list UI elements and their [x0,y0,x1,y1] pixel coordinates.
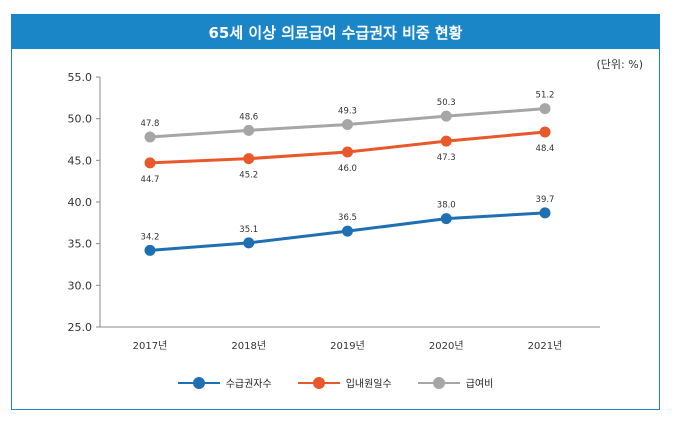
legend-swatch-series-1 [297,376,340,389]
unit-label: (단위: %) [596,58,643,71]
legend: 수급권자수 입내원일수 급여비 [12,375,659,390]
data-point-0-2 [342,225,353,237]
data-point-1-3 [440,135,452,147]
data-label-0-3: 38.0 [437,201,456,211]
data-point-2-3 [440,110,452,122]
legend-item-series-2: 급여비 [417,375,494,390]
legend-swatch-series-0 [177,376,220,389]
data-point-2-0 [144,131,156,143]
data-label-0-1: 35.1 [239,225,258,235]
data-label-2-0: 47.8 [141,119,160,129]
data-label-0-2: 36.5 [338,213,357,223]
y-tick-label-4: 45.0 [68,154,93,167]
data-point-2-4 [539,103,551,115]
y-tick-label-6: 55.0 [68,71,93,84]
chart-title: 65세 이상 의료급여 수급권자 비중 현황 [12,15,659,49]
data-label-2-3: 50.3 [437,98,456,108]
legend-item-series-0: 수급권자수 [177,375,272,390]
chart-frame: 65세 이상 의료급여 수급권자 비중 현황 (단위: %) 수급권자수 입내원… [11,14,660,410]
data-point-0-4 [539,207,551,219]
data-point-0-1 [243,237,255,249]
x-tick-label-3: 2020년 [429,340,464,352]
y-tick-label-5: 50.0 [68,113,93,126]
legend-swatch-series-2 [417,376,460,389]
data-label-0-0: 34.2 [141,232,160,242]
data-label-1-1: 45.2 [239,171,258,181]
y-tick-label-1: 30.0 [68,279,93,292]
data-point-2-2 [342,119,353,130]
data-label-0-4: 39.7 [536,195,555,205]
legend-label-series-2: 급여비 [465,379,494,390]
data-label-2-1: 48.6 [239,112,258,122]
data-label-1-0: 44.7 [141,175,160,185]
data-point-1-2 [342,146,353,158]
data-label-1-2: 46.0 [338,164,357,174]
data-point-0-3 [440,213,452,225]
data-label-2-4: 51.2 [536,91,555,101]
y-tick-label-0: 25.0 [68,321,93,334]
data-point-2-1 [243,124,255,136]
x-tick-label-1: 2018년 [231,340,266,352]
y-tick-label-3: 40.0 [68,196,93,209]
data-label-1-3: 47.3 [437,153,456,163]
data-label-2-2: 49.3 [338,107,357,117]
x-tick-label-4: 2021년 [528,340,563,352]
data-point-1-1 [243,153,255,165]
data-point-1-0 [144,157,156,169]
legend-label-series-0: 수급권자수 [225,379,272,390]
data-label-1-4: 48.4 [536,144,555,154]
data-point-1-4 [539,126,551,138]
x-tick-label-2: 2019년 [330,340,365,352]
data-point-0-0 [144,244,156,256]
y-tick-label-2: 35.0 [68,238,93,251]
x-tick-label-0: 2017년 [133,340,168,352]
legend-item-series-1: 입내원일수 [297,375,392,390]
legend-label-series-1: 입내원일수 [345,379,392,390]
